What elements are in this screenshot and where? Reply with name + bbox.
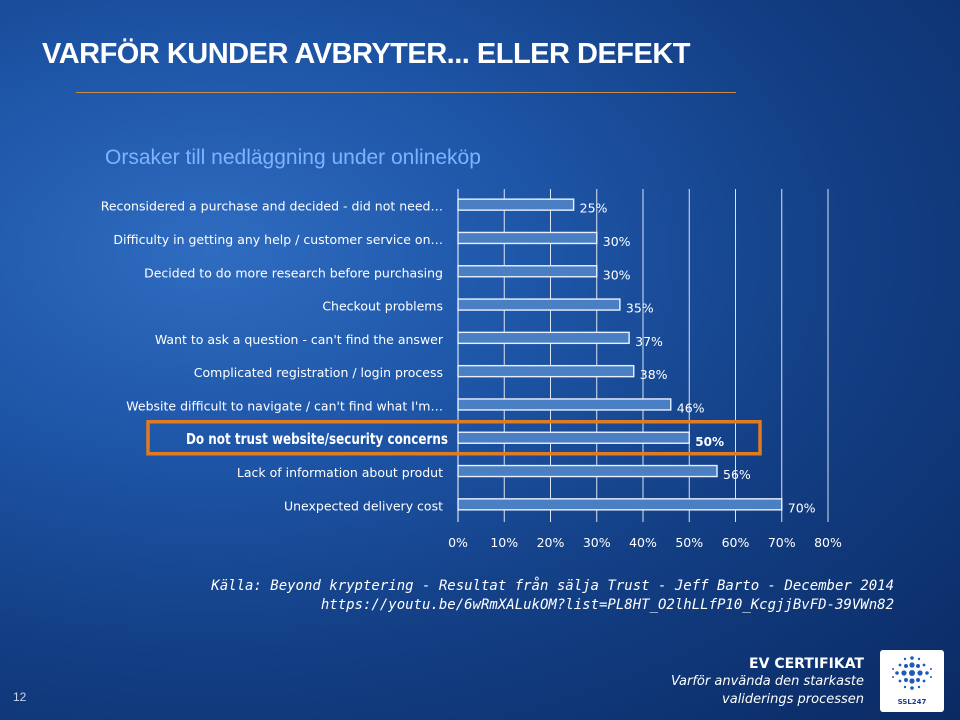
chart-subtitle: Orsaker till nedläggning under onlineköp xyxy=(105,146,481,169)
category-label: Checkout problems xyxy=(322,299,443,314)
data-label: 50% xyxy=(695,435,724,449)
bar xyxy=(457,431,690,444)
data-label: 38% xyxy=(640,367,668,382)
brand-tagline-2: validerings processen xyxy=(722,692,864,707)
bar xyxy=(457,498,783,511)
logo-wordmark: SSL247 xyxy=(897,698,927,706)
data-label: 25% xyxy=(580,201,608,216)
category-label: Complicated registration / login process xyxy=(194,365,443,380)
x-tick-label: 50% xyxy=(675,535,703,550)
bar xyxy=(457,364,635,378)
globe-dots-icon xyxy=(892,656,932,690)
source-line-1: Källa: Beyond kryptering - Resultat från… xyxy=(211,578,894,594)
category-label: Decided to do more research before purch… xyxy=(144,265,443,280)
brand-block: EV CERTIFIKAT Varför använda den starkas… xyxy=(671,655,864,709)
data-label: 30% xyxy=(603,267,631,282)
data-label: 56% xyxy=(723,467,751,482)
title-divider xyxy=(76,92,736,93)
bar xyxy=(457,464,718,478)
bar xyxy=(457,331,630,345)
bar-chart: Reconsidered a purchase and decided - di… xyxy=(101,198,842,550)
slide-title: VARFÖR KUNDER AVBRYTER... ELLER DEFEKT xyxy=(42,38,691,70)
data-label: 37% xyxy=(635,334,663,349)
brand-tagline-1: Varför använda den starkaste xyxy=(670,674,864,689)
data-label: 70% xyxy=(788,500,816,515)
bar xyxy=(457,198,575,211)
category-label: Unexpected delivery cost xyxy=(284,498,443,513)
data-label: 35% xyxy=(626,301,654,316)
x-tick-label: 0% xyxy=(448,535,468,550)
brand-title: EV CERTIFIKAT xyxy=(749,656,864,672)
x-tick-label: 70% xyxy=(768,535,796,550)
bar xyxy=(457,231,598,245)
x-tick-label: 10% xyxy=(490,535,518,550)
data-label: 46% xyxy=(677,400,705,415)
category-label: Difficulty in getting any help / custome… xyxy=(113,232,443,247)
category-label: Do not trust website/security concerns xyxy=(186,430,448,448)
bar xyxy=(457,265,598,278)
data-label: 30% xyxy=(603,234,631,249)
bar xyxy=(457,398,672,411)
x-tick-label: 80% xyxy=(814,535,842,550)
ssl247-logo: SSL247 xyxy=(880,650,944,712)
x-tick-label: 20% xyxy=(537,535,565,550)
category-label: Reconsidered a purchase and decided - di… xyxy=(101,199,443,214)
x-tick-label: 60% xyxy=(722,535,750,550)
source-citation: Källa: Beyond kryptering - Resultat från… xyxy=(211,577,894,615)
x-tick-label: 30% xyxy=(583,535,611,550)
category-label: Website difficult to navigate / can't fi… xyxy=(126,398,443,413)
category-label: Want to ask a question - can't find the … xyxy=(155,332,444,347)
page-number: 12 xyxy=(13,690,27,704)
x-tick-label: 40% xyxy=(629,535,657,550)
highlight-box xyxy=(146,420,762,456)
category-label: Lack of information about produt xyxy=(237,465,443,480)
source-link[interactable]: https://youtu.be/6wRmXALukOM?list=PL8HT_… xyxy=(320,597,894,613)
bar xyxy=(457,298,621,311)
